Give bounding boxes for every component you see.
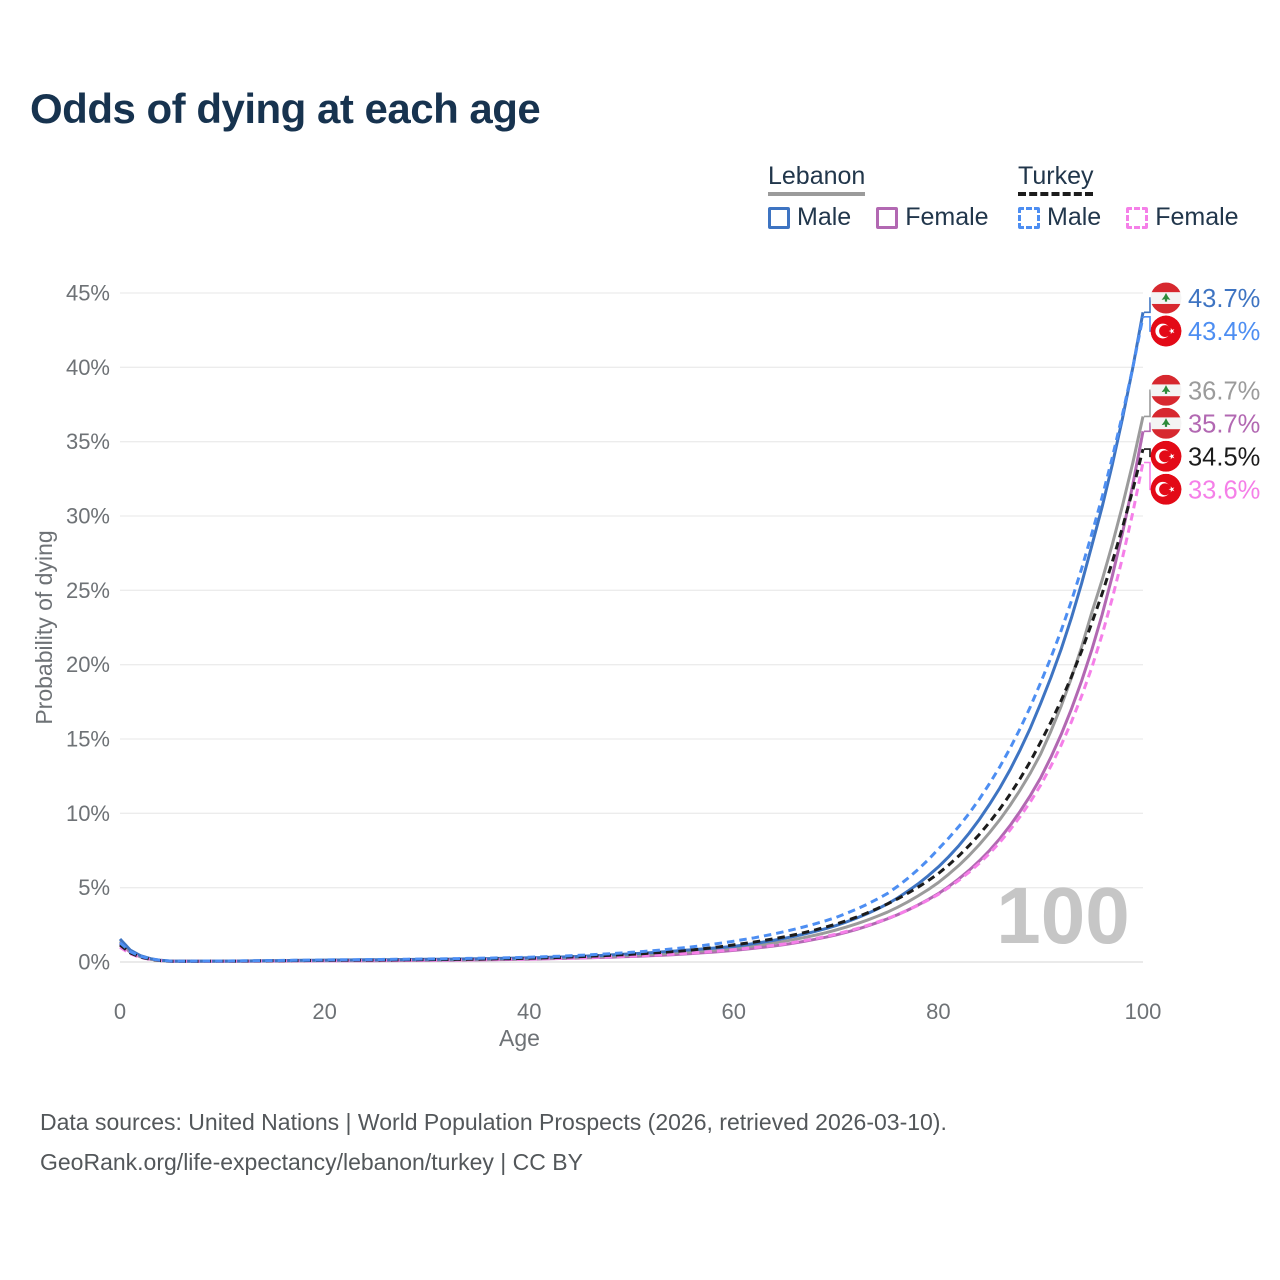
lebanon-flag-icon <box>1150 407 1182 439</box>
lebanon-female-swatch-icon <box>876 206 899 229</box>
end-value-label-lebanon_male: 43.7% <box>1188 285 1260 313</box>
legend-header-lebanon[interactable]: Lebanon <box>768 162 866 196</box>
legend-item-lebanon-male[interactable]: Male <box>768 203 851 232</box>
turkey-flag-icon <box>1150 473 1182 505</box>
x-tick-label: 100 <box>1125 999 1162 1024</box>
y-tick-label: 45% <box>66 281 110 306</box>
legend-item-label: Male <box>1047 203 1102 231</box>
end-value-label-turkey_female: 33.6% <box>1188 476 1260 504</box>
label-leader-line <box>1144 389 1152 418</box>
label-leader-line <box>1144 461 1152 491</box>
legend-items-turkey: Male Female <box>1018 203 1239 232</box>
series-line-lebanon_male[interactable] <box>118 312 1145 963</box>
y-tick-label: 40% <box>66 355 110 380</box>
end-value-label-turkey_male: 43.4% <box>1188 318 1260 346</box>
x-tick-label: 0 <box>114 999 126 1024</box>
end-value-label-lebanon_female: 35.7% <box>1188 410 1260 438</box>
page-title: Odds of dying at each age <box>30 85 541 132</box>
x-axis-title: Age <box>499 1025 540 1051</box>
turkey-flag-icon <box>1150 440 1182 472</box>
series-line-lebanon_both[interactable] <box>118 416 1145 963</box>
series-line-turkey_female[interactable] <box>119 462 1145 963</box>
footer: Data sources: United Nations | World Pop… <box>40 1102 947 1182</box>
y-tick-label: 30% <box>66 504 110 529</box>
age-watermark: 100 <box>996 871 1129 960</box>
end-value-label-turkey_both: 34.5% <box>1188 443 1260 471</box>
y-tick-label: 35% <box>66 429 110 454</box>
series-line-lebanon_female[interactable] <box>119 431 1145 963</box>
turkey-flag-icon <box>1150 315 1182 347</box>
lebanon-flag-icon <box>1150 282 1182 314</box>
legend-items-lebanon: Male Female <box>768 203 989 232</box>
footer-source: Data sources: United Nations | World Pop… <box>40 1109 947 1135</box>
legend-header-turkey[interactable]: Turkey <box>1018 162 1094 196</box>
y-tick-label: 25% <box>66 578 110 603</box>
y-tick-label: 15% <box>66 727 110 752</box>
end-value-label-lebanon_both: 36.7% <box>1188 377 1260 405</box>
x-tick-label: 60 <box>722 999 746 1024</box>
y-tick-label: 10% <box>66 801 110 826</box>
x-tick-label: 40 <box>517 999 541 1024</box>
legend-item-label: Female <box>1155 203 1239 231</box>
legend-group-lebanon: Lebanon Male Female <box>768 162 989 232</box>
legend-item-label: Male <box>797 203 852 231</box>
series-line-turkey_both[interactable] <box>119 448 1145 963</box>
y-tick-label: 0% <box>78 950 110 975</box>
turkey-male-swatch-icon <box>1018 206 1040 229</box>
lebanon-male-swatch-icon <box>768 206 790 229</box>
lebanon-flag-icon <box>1150 374 1182 406</box>
y-axis-title: Probability of dying <box>31 530 57 724</box>
footer-url: GeoRank.org/life-expectancy/lebanon/turk… <box>40 1149 583 1175</box>
x-tick-label: 20 <box>312 999 336 1024</box>
y-tick-label: 5% <box>78 875 110 900</box>
series-line-turkey_male[interactable] <box>119 316 1145 963</box>
x-tick-label: 80 <box>926 999 950 1024</box>
legend-group-turkey: Turkey Male Female <box>1018 162 1239 232</box>
turkey-female-swatch-icon <box>1126 206 1149 229</box>
legend-item-label: Female <box>905 203 989 231</box>
legend-item-lebanon-female[interactable]: Female <box>876 203 989 232</box>
legend-item-turkey-female[interactable]: Female <box>1126 203 1239 232</box>
legend-item-turkey-male[interactable]: Male <box>1018 203 1101 232</box>
y-tick-label: 20% <box>66 652 110 677</box>
